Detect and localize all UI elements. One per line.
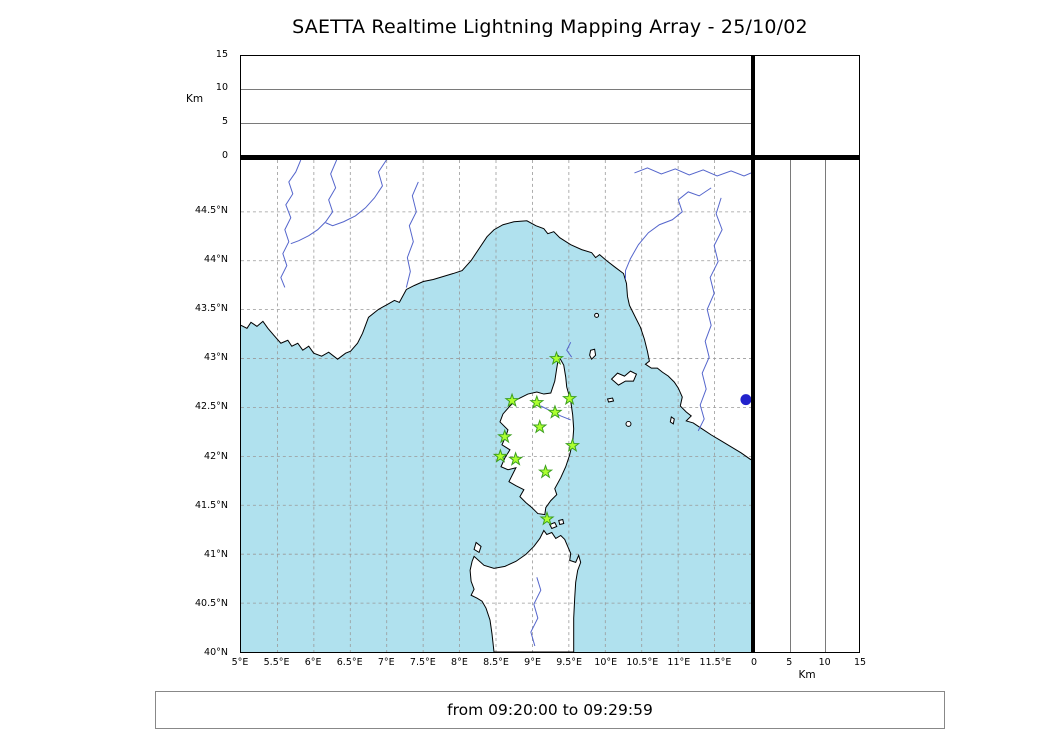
map-svg <box>241 160 751 652</box>
maddalena-island <box>549 521 558 530</box>
lat-tick-label: 40.5°N <box>194 597 228 609</box>
altitude-histogram-panel <box>754 55 860 156</box>
lon-tick-label: 8°E <box>451 657 468 668</box>
asinara-island <box>473 541 482 554</box>
lon-tick-label: 7.5°E <box>409 657 436 668</box>
river <box>405 181 419 288</box>
station-star <box>548 350 565 365</box>
station-star <box>539 510 555 526</box>
station-star <box>504 392 520 408</box>
river <box>624 187 712 280</box>
montecristo-island <box>625 420 632 427</box>
altitude-vs-longitude-panel <box>240 55 752 156</box>
station-star <box>547 404 563 419</box>
elba-island <box>610 370 638 386</box>
lat-tick-label: 44°N <box>204 254 228 266</box>
lon-tick-label: 5°E <box>231 657 249 668</box>
altitude-vs-latitude-panel <box>754 159 860 653</box>
giglio-island <box>669 416 675 425</box>
river <box>280 160 302 288</box>
station-star <box>561 390 578 406</box>
altitude-tick-label: 10 <box>215 82 228 94</box>
lon-tick-label: 11°E <box>667 657 691 668</box>
gorgona-island <box>594 312 600 318</box>
altitude-tick-label: 0 <box>221 149 228 161</box>
lon-tick-label: 5.5°E <box>263 657 290 668</box>
lon-tick-label: 10°E <box>594 657 618 668</box>
small-islands <box>473 312 675 554</box>
lon-tick-label: 8.5°E <box>483 657 509 668</box>
caprera-island <box>558 518 565 526</box>
map-panel <box>240 159 752 653</box>
km-tick-label: 15 <box>853 657 867 668</box>
lon-tick-label: 10.5°E <box>626 657 659 668</box>
lon-tick-label: 9°E <box>524 657 541 668</box>
lat-tick-label: 42.5°N <box>194 401 228 413</box>
separator-horizontal <box>240 155 860 159</box>
river <box>530 577 542 647</box>
extra-station-dot <box>740 394 751 406</box>
lat-tick-label: 41°N <box>204 548 228 560</box>
station-star <box>508 451 524 466</box>
km-tick-label: 0 <box>750 657 758 668</box>
separator-vertical <box>750 55 754 653</box>
lat-tick-label: 43°N <box>204 352 228 364</box>
lon-axis-ticks: 5°E 5.5°E 6°E 6.5°E 7°E 7.5°E 8°E 8.5°E 9°E 9.5°E… <box>232 657 752 671</box>
station-star <box>564 437 581 453</box>
lat-tick-label: 41.5°N <box>194 499 228 511</box>
map-graticule <box>241 160 751 652</box>
station-star <box>529 394 545 410</box>
lon-tick-label: 6.5°E <box>336 657 363 668</box>
altitude-tick-label: 5 <box>221 115 228 127</box>
time-range-text: from 09:20:00 to 09:29:59 <box>447 701 653 719</box>
time-range-box: from 09:20:00 to 09:29:59 <box>155 691 945 729</box>
km-tick-label: 5 <box>786 657 793 668</box>
right-km-ticks: 0 5 10 15 <box>750 657 866 671</box>
altitude-gridline-5km <box>241 123 751 124</box>
right-km-axis-label: Km <box>798 669 816 681</box>
altitude-gridline-10km <box>241 89 751 90</box>
altitude-axis-label: Km <box>186 93 204 105</box>
lon-tick-label: 6°E <box>304 657 322 668</box>
altitude-gridline-10km <box>825 160 826 652</box>
station-markers <box>492 350 581 526</box>
river <box>290 160 338 245</box>
lon-tick-label: 9.5°E <box>556 657 583 668</box>
capraia-island <box>589 348 597 361</box>
altitude-axis-ticks: 0 5 10 15 <box>150 49 234 161</box>
altitude-gridline-5km <box>790 160 791 652</box>
lon-tick-label: 7°E <box>377 657 395 668</box>
rivers <box>280 160 751 647</box>
lat-tick-label: 43.5°N <box>194 303 228 315</box>
lat-tick-label: 44.5°N <box>194 205 228 217</box>
km-tick-label: 10 <box>818 657 831 668</box>
mainland-fill <box>241 160 751 460</box>
lat-tick-label: 40°N <box>204 647 228 658</box>
station-star <box>532 418 548 434</box>
station-star <box>537 464 554 479</box>
river <box>566 342 573 358</box>
lat-tick-label: 42°N <box>204 450 228 462</box>
river <box>325 160 387 227</box>
lat-axis-ticks: 40°N 40.5°N 41°N 41.5°N 42°N 42.5°N 43°N 43.5°N… <box>150 159 234 658</box>
river <box>697 197 723 432</box>
river <box>634 167 751 177</box>
lon-tick-label: 11.5°E <box>699 657 732 668</box>
altitude-tick-label: 15 <box>215 48 228 60</box>
station-star <box>492 448 509 463</box>
station-star <box>497 428 513 444</box>
pianosa-island <box>606 397 615 403</box>
figure-title: SAETTA Realtime Lightning Mapping Array … <box>292 16 808 38</box>
